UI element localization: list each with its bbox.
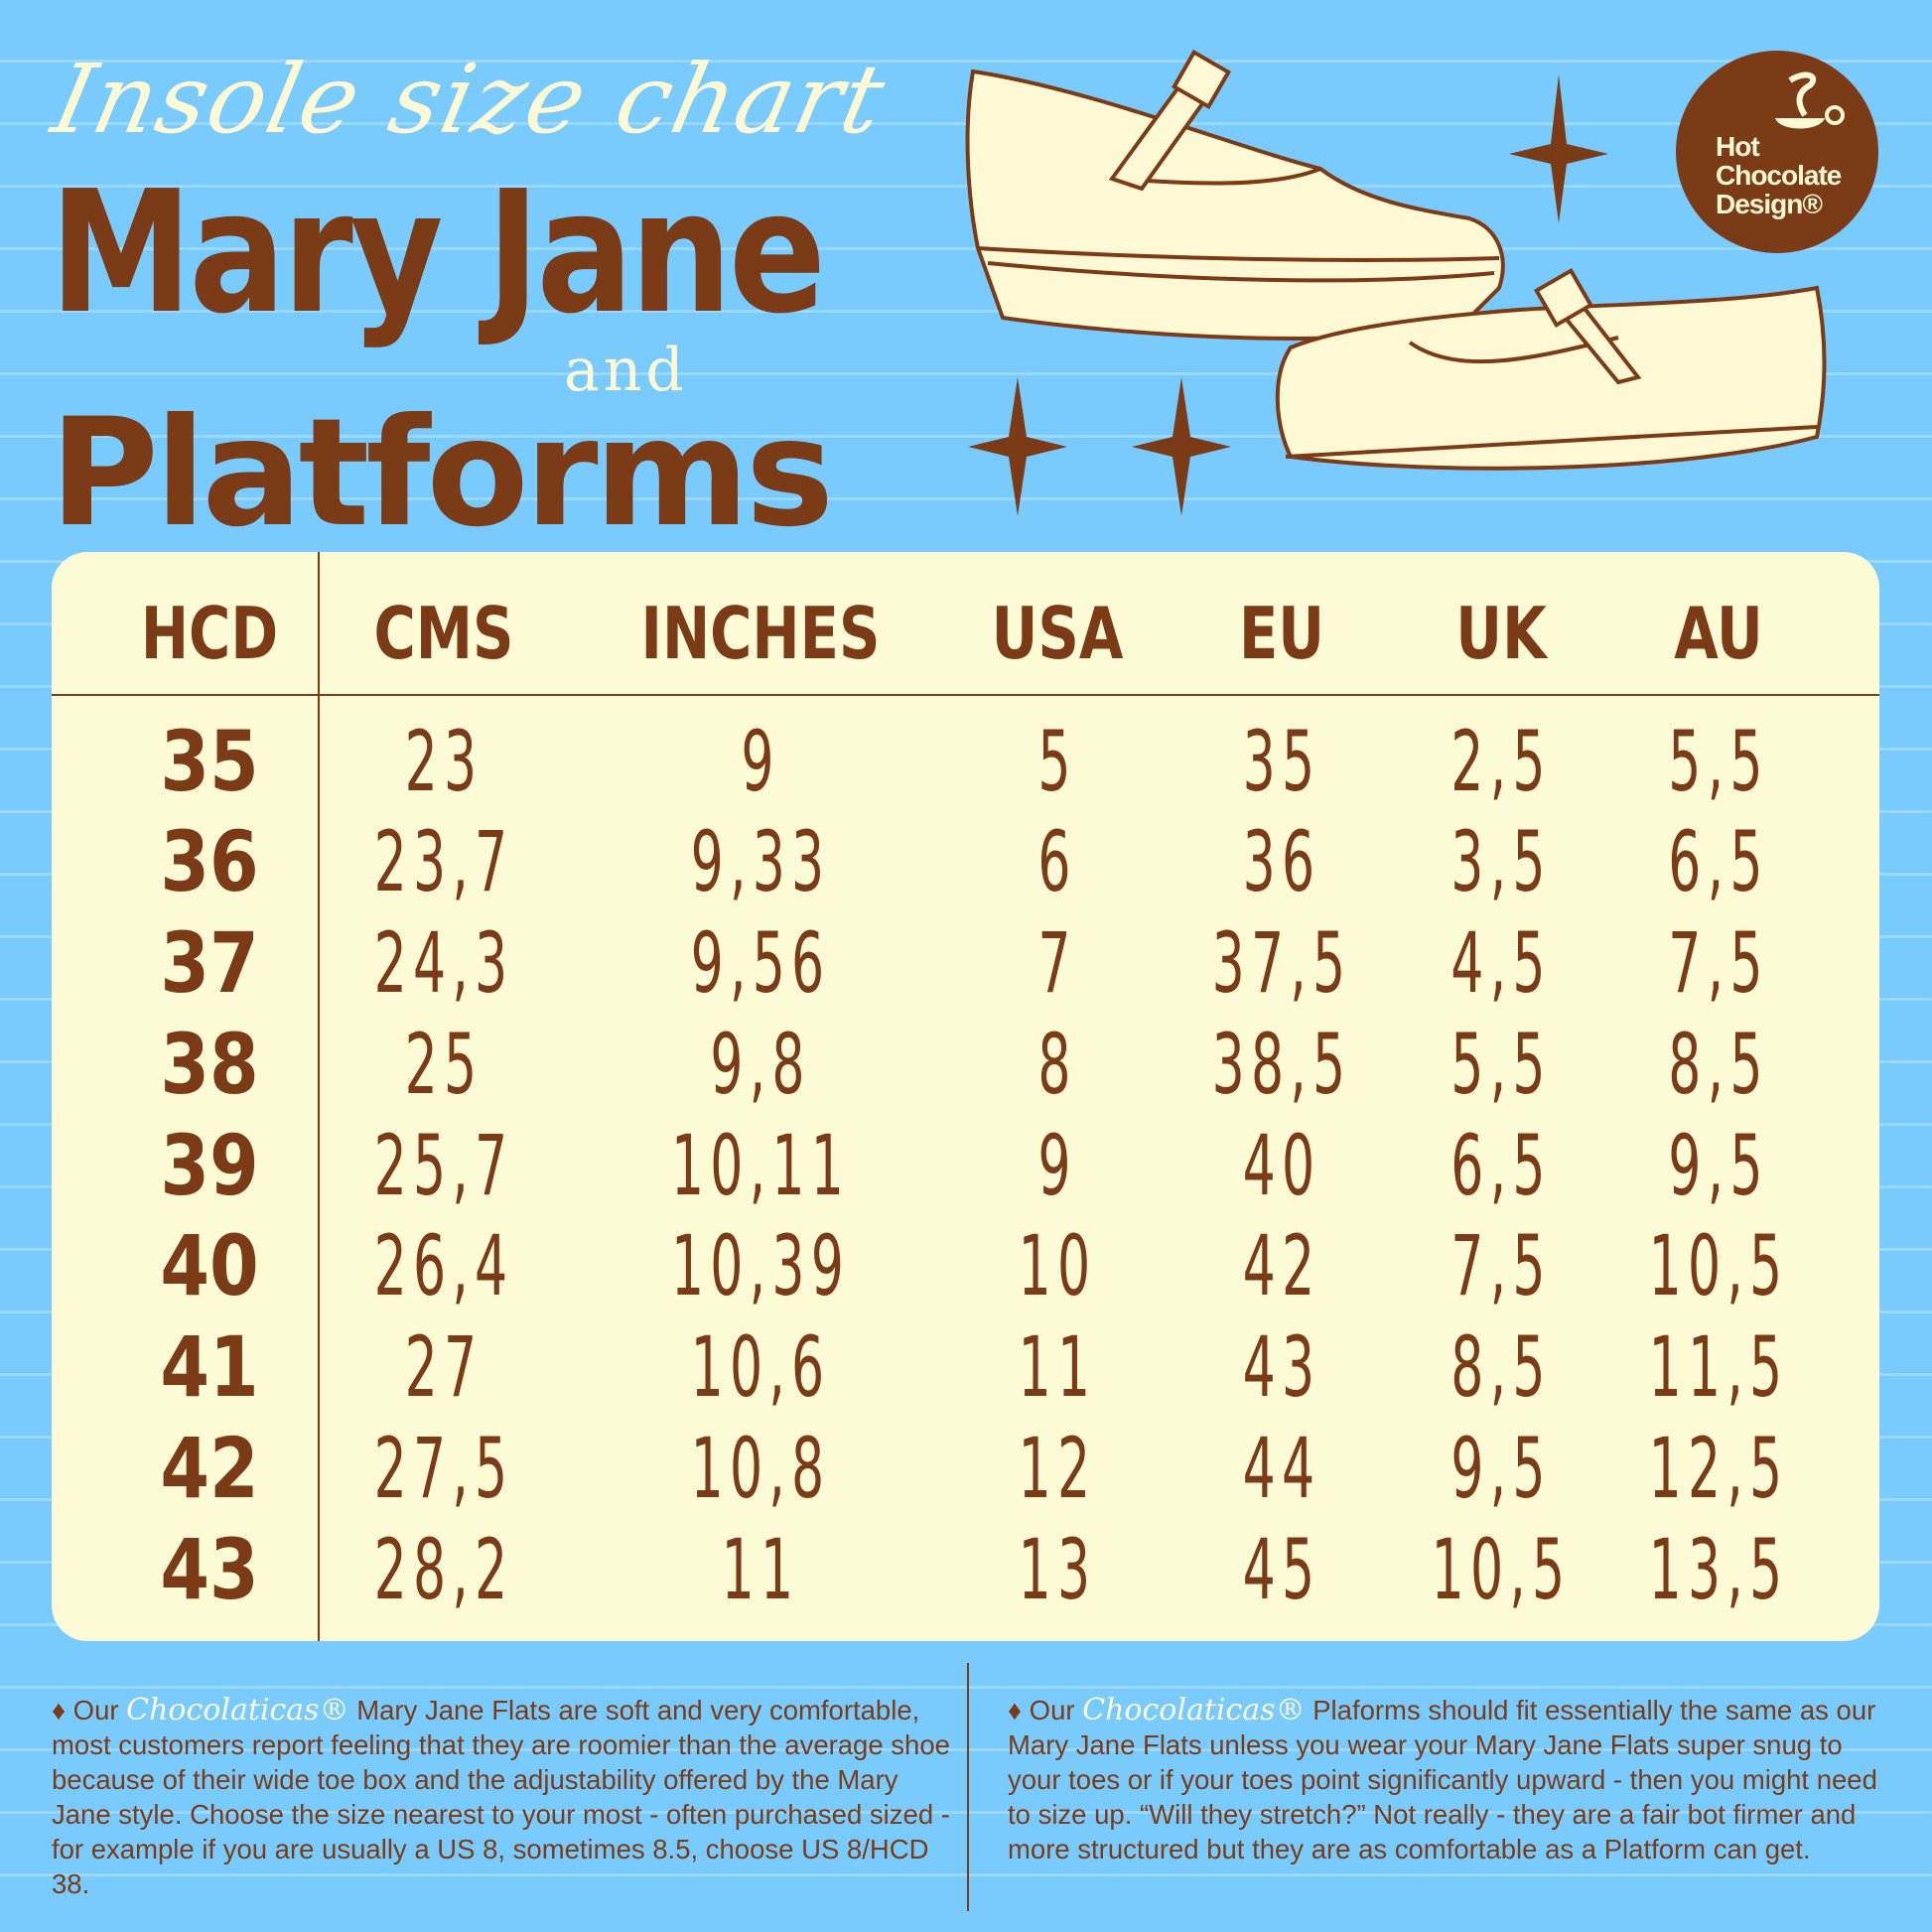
table-cell: 39 xyxy=(160,1117,259,1214)
table-cell: 40 xyxy=(160,1217,259,1314)
shoe-illustrations xyxy=(965,50,1827,516)
title-and: and xyxy=(564,336,688,405)
note-text: Plaforms should fit essentially the same… xyxy=(1008,1695,1877,1864)
table-cell: 25 xyxy=(404,1016,483,1113)
star-icon xyxy=(1509,74,1608,223)
table-cell: 36 xyxy=(1242,813,1321,910)
star-icons xyxy=(968,74,1608,516)
table-cell: 37 xyxy=(160,914,259,1012)
table-cell: 5,5 xyxy=(1668,713,1769,810)
table-cell: 11,5 xyxy=(1648,1318,1789,1416)
star-icon xyxy=(968,377,1067,516)
table-cell: 8 xyxy=(1037,1016,1077,1113)
table-cell: 5,5 xyxy=(1450,1016,1552,1113)
column-header: HCD xyxy=(140,592,279,675)
column-header: USA xyxy=(991,592,1124,675)
table-cell: 10,6 xyxy=(690,1318,831,1416)
table-cell: 44 xyxy=(1242,1420,1321,1517)
column-header: CMS xyxy=(373,592,514,675)
table-cell: 27,5 xyxy=(373,1420,514,1517)
table-cell: 10,5 xyxy=(1648,1217,1789,1314)
script-title: Insole size chart xyxy=(44,44,896,155)
table-cell: 7,5 xyxy=(1450,1217,1552,1314)
table-cell: 28,2 xyxy=(373,1521,514,1618)
table-cell: 7,5 xyxy=(1668,914,1769,1012)
table-cell: 37,5 xyxy=(1211,914,1352,1012)
table-cell: 41 xyxy=(160,1318,259,1416)
table-cell: 10,8 xyxy=(690,1420,831,1517)
title-mary-jane: Mary Jane xyxy=(50,155,826,351)
table-cell: 13 xyxy=(1018,1521,1097,1618)
table-cell: 9,8 xyxy=(710,1016,811,1113)
table-cell: 8,5 xyxy=(1450,1318,1552,1416)
table-cell: 42 xyxy=(1242,1217,1321,1314)
column-header: EU xyxy=(1238,592,1325,675)
table-cell: 9 xyxy=(1037,1117,1077,1214)
table-cell: 42 xyxy=(160,1420,259,1517)
table-cell: 38 xyxy=(160,1016,259,1113)
table-cell: 2,5 xyxy=(1450,713,1552,810)
table-cell: 6,5 xyxy=(1450,1117,1552,1214)
flat-shoe-icon xyxy=(1275,267,1827,471)
table-cell: 3,5 xyxy=(1450,813,1552,910)
footer-note-left: ♦ Our Chocolaticas® Mary Jane Flats are … xyxy=(52,1693,955,1901)
table-cell: 6 xyxy=(1037,813,1077,910)
column-header: UK xyxy=(1455,592,1547,675)
table-cell: 9,56 xyxy=(690,914,831,1012)
title-platforms: Platforms xyxy=(50,387,834,560)
logo-text: Chocolate xyxy=(1716,160,1842,191)
table-cell: 35 xyxy=(160,713,259,810)
column-header: INCHES xyxy=(640,592,881,675)
table-cell: 43 xyxy=(160,1521,259,1618)
table-cell: 11 xyxy=(1018,1318,1097,1416)
table-cell: 10,39 xyxy=(670,1217,851,1314)
table-divider xyxy=(52,694,1879,696)
table-cell: 36 xyxy=(160,813,259,910)
table-cell: 6,5 xyxy=(1668,813,1769,910)
table-divider xyxy=(318,552,320,1641)
table-cell: 12,5 xyxy=(1648,1420,1789,1517)
table-cell: 10,5 xyxy=(1431,1521,1572,1618)
chocolaticas-logo: Chocolaticas® xyxy=(126,1693,349,1727)
table-cell: 4,5 xyxy=(1450,914,1552,1012)
table-cell: 26,4 xyxy=(373,1217,514,1314)
table-cell: 8,5 xyxy=(1668,1016,1769,1113)
table-cell: 9 xyxy=(741,713,780,810)
table-cell: 13,5 xyxy=(1648,1521,1789,1618)
table-cell: 23 xyxy=(404,713,483,810)
table-cell: 9,5 xyxy=(1450,1420,1552,1517)
table-cell: 10 xyxy=(1018,1217,1097,1314)
logo-text: Hot xyxy=(1716,131,1760,162)
column-header: AU xyxy=(1674,592,1763,675)
note-text: Mary Jane Flats are soft and very comfor… xyxy=(52,1695,950,1899)
bullet-text: ♦ Our xyxy=(52,1695,119,1725)
footer-divider xyxy=(967,1663,969,1911)
table-cell: 7 xyxy=(1037,914,1077,1012)
cup-icon xyxy=(1775,71,1845,129)
table-cell: 25,7 xyxy=(373,1117,514,1214)
table-cell: 11 xyxy=(721,1521,800,1618)
chocolaticas-logo: Chocolaticas® xyxy=(1082,1693,1306,1727)
table-cell: 35 xyxy=(1242,713,1321,810)
size-table xyxy=(52,552,1879,1641)
table-cell: 24,3 xyxy=(373,914,514,1012)
bullet-text: ♦ Our xyxy=(1008,1695,1075,1725)
table-cell: 27 xyxy=(404,1318,483,1416)
logo-text: Design® xyxy=(1716,189,1823,219)
table-cell: 10,11 xyxy=(670,1117,851,1214)
table-cell: 45 xyxy=(1242,1521,1321,1618)
table-cell: 9,33 xyxy=(690,813,831,910)
table-cell: 40 xyxy=(1242,1117,1321,1214)
platform-shoe-icon xyxy=(965,50,1505,341)
table-cell: 38,5 xyxy=(1211,1016,1352,1113)
table-cell: 23,7 xyxy=(373,813,514,910)
hot-chocolate-design-logo: Hot Chocolate Design® xyxy=(1676,51,1878,253)
table-cell: 9,5 xyxy=(1668,1117,1769,1214)
table-cell: 12 xyxy=(1018,1420,1097,1517)
table-cell: 43 xyxy=(1242,1318,1321,1416)
footer-note-right: ♦ Our Chocolaticas® Plaforms should fit … xyxy=(1008,1693,1881,1866)
star-icon xyxy=(1132,377,1231,516)
table-cell: 5 xyxy=(1037,713,1077,810)
